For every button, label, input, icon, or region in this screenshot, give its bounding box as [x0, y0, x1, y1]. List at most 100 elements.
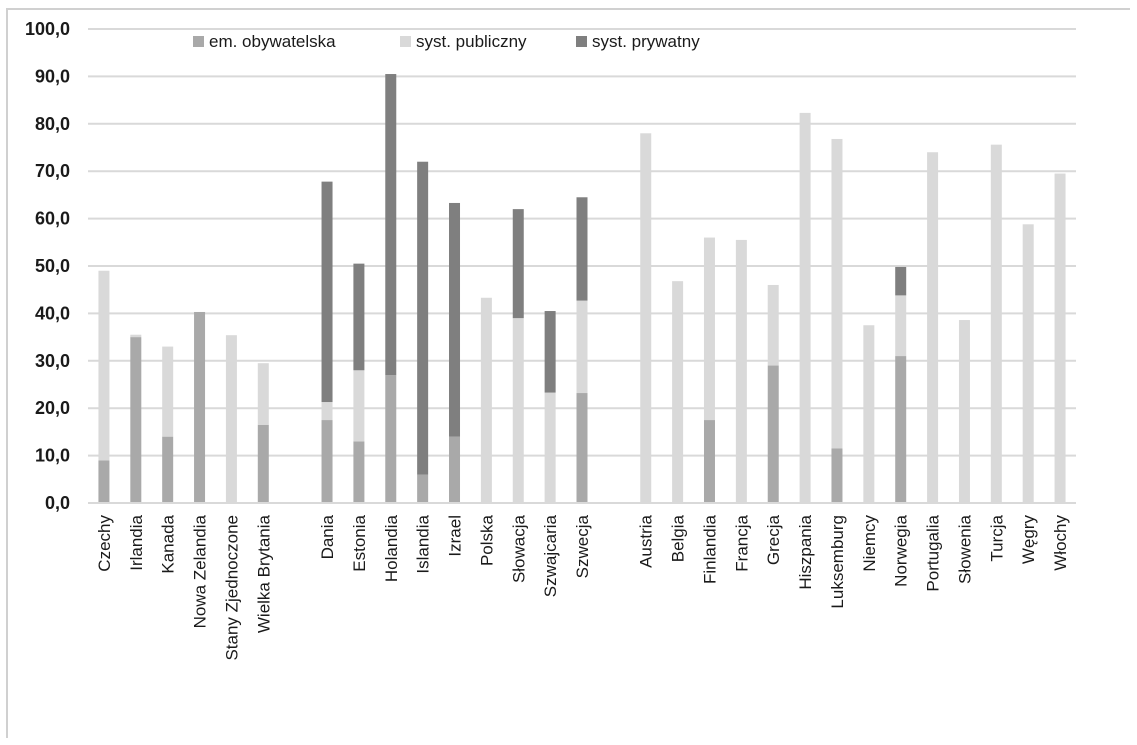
y-tick-label: 30,0	[35, 351, 70, 371]
bar-segment-em-obywatelska	[257, 424, 269, 503]
x-category-label: Irlandia	[127, 514, 146, 570]
bar-segment-syst-prywatny	[449, 202, 461, 437]
x-category-label: Wielka Brytania	[254, 514, 273, 633]
bar-segment-syst-publiczny	[895, 295, 907, 357]
x-axis: Czechy Irlandia Kanada Nowa Zelandia Stany Z…	[88, 502, 1076, 661]
bar-segment-syst-prywatny	[353, 263, 365, 371]
x-category-label: Holandia	[382, 514, 401, 582]
bar-segment-em-obywatelska	[831, 448, 843, 503]
x-category-label: Turcja	[987, 514, 1006, 561]
bar-segment-syst-publiczny	[1054, 173, 1066, 503]
y-tick-label: 20,0	[35, 398, 70, 418]
bar-segment-syst-prywatny	[417, 161, 429, 475]
bar-segment-em-obywatelska	[767, 365, 779, 503]
x-category-label: Słowenia	[955, 514, 974, 584]
bar-segment-em-obywatelska	[98, 460, 110, 503]
x-category-label: Czechy	[95, 515, 114, 572]
bar-segment-em-obywatelska	[417, 474, 429, 503]
bar-segment-syst-publiczny	[1022, 224, 1034, 503]
y-axis: 0,0 10,0 20,0 30,0 40,0 50,0 60,0 70,0 80,0 90,0 1…	[25, 19, 70, 513]
bar-segment-syst-publiczny	[640, 133, 652, 503]
bar-segment-syst-prywatny	[576, 197, 588, 301]
x-category-label: Słowacja	[509, 514, 528, 583]
x-category-label: Węgry	[1019, 515, 1038, 565]
x-category-label: Szwecja	[573, 514, 592, 578]
legend-swatch	[400, 36, 411, 47]
bar-segment-em-obywatelska	[385, 375, 397, 503]
bar-segment-em-obywatelska	[703, 420, 715, 503]
bar-segment-syst-publiczny	[130, 334, 142, 338]
y-tick-label: 40,0	[35, 303, 70, 323]
y-tick-label: 90,0	[35, 66, 70, 86]
x-category-label: Nowa Zelandia	[191, 514, 210, 628]
bar-segment-syst-publiczny	[958, 320, 970, 503]
legend-label: em. obywatelska	[209, 32, 336, 51]
bar-segment-em-obywatelska	[449, 436, 461, 503]
bar-segment-syst-prywatny	[385, 74, 397, 376]
x-category-label: Polska	[477, 514, 496, 566]
x-category-label: Dania	[318, 514, 337, 559]
bar-segment-syst-publiczny	[225, 335, 237, 503]
bar-segment-syst-publiczny	[767, 284, 779, 366]
y-tick-label: 60,0	[35, 209, 70, 229]
x-category-label: Kanada	[159, 514, 178, 573]
x-category-label: Luksemburg	[828, 515, 847, 609]
bar-segment-syst-publiczny	[735, 239, 747, 503]
legend-label: syst. prywatny	[592, 32, 700, 51]
x-category-label: Norwegia	[892, 514, 911, 586]
bar-segment-syst-publiczny	[863, 325, 875, 503]
bar-segment-em-obywatelska	[353, 441, 365, 503]
x-category-label: Finlandia	[700, 514, 719, 584]
bar-segment-em-obywatelska	[576, 393, 588, 503]
x-category-label: Niemcy	[860, 515, 879, 572]
bar-segment-em-obywatelska	[895, 356, 907, 503]
chart-frame	[6, 8, 1130, 738]
x-category-label: Francja	[732, 514, 751, 571]
bar-segment-em-obywatelska	[162, 436, 174, 503]
y-tick-label: 10,0	[35, 446, 70, 466]
bar-segment-syst-prywatny	[544, 311, 556, 393]
bars	[98, 74, 1066, 504]
legend-swatch	[576, 36, 587, 47]
legend-swatch	[193, 36, 204, 47]
x-category-label: Belgia	[669, 514, 688, 562]
x-category-label: Islandia	[414, 514, 433, 573]
bar-segment-syst-publiczny	[512, 318, 524, 503]
bar-segment-syst-publiczny	[480, 297, 492, 503]
bar-segment-syst-publiczny	[672, 281, 684, 503]
bar-segment-syst-publiczny	[703, 237, 715, 421]
x-category-label: Portugalia	[924, 514, 943, 591]
bar-segment-syst-publiczny	[162, 346, 174, 437]
bar-segment-syst-publiczny	[544, 392, 556, 503]
y-tick-label: 70,0	[35, 161, 70, 181]
bar-segment-syst-publiczny	[831, 138, 843, 449]
y-tick-label: 50,0	[35, 256, 70, 276]
y-tick-label: 80,0	[35, 114, 70, 134]
y-tick-label: 0,0	[45, 493, 70, 513]
x-category-label: Grecja	[764, 514, 783, 565]
x-category-label: Hiszpania	[796, 514, 815, 589]
bar-segment-syst-prywatny	[321, 181, 333, 403]
x-category-label: Włochy	[1051, 515, 1070, 571]
bar-segment-syst-publiczny	[257, 363, 269, 425]
bar-segment-syst-publiczny	[799, 112, 811, 503]
bar-segment-syst-prywatny	[895, 266, 907, 296]
bar-segment-syst-prywatny	[512, 209, 524, 319]
x-category-label: Szwajcaria	[541, 514, 560, 597]
bar-segment-syst-publiczny	[321, 402, 333, 421]
x-category-label: Austria	[637, 514, 656, 567]
bar-segment-em-obywatelska	[321, 420, 333, 503]
y-tick-label: 100,0	[25, 19, 70, 39]
bar-segment-syst-publiczny	[927, 152, 939, 504]
bar-segment-syst-publiczny	[990, 144, 1002, 503]
x-category-label: Stany Zjednoczone	[222, 515, 241, 661]
x-category-label: Izrael	[446, 515, 465, 557]
legend-label: syst. publiczny	[416, 32, 527, 51]
bar-segment-syst-publiczny	[98, 270, 110, 461]
x-category-label: Estonia	[350, 514, 369, 571]
bar-segment-em-obywatelska	[194, 311, 206, 503]
bar-segment-syst-publiczny	[353, 370, 365, 442]
bar-segment-syst-publiczny	[576, 300, 588, 394]
legend: em. obywatelska syst. publiczny syst. pryw…	[193, 32, 700, 51]
